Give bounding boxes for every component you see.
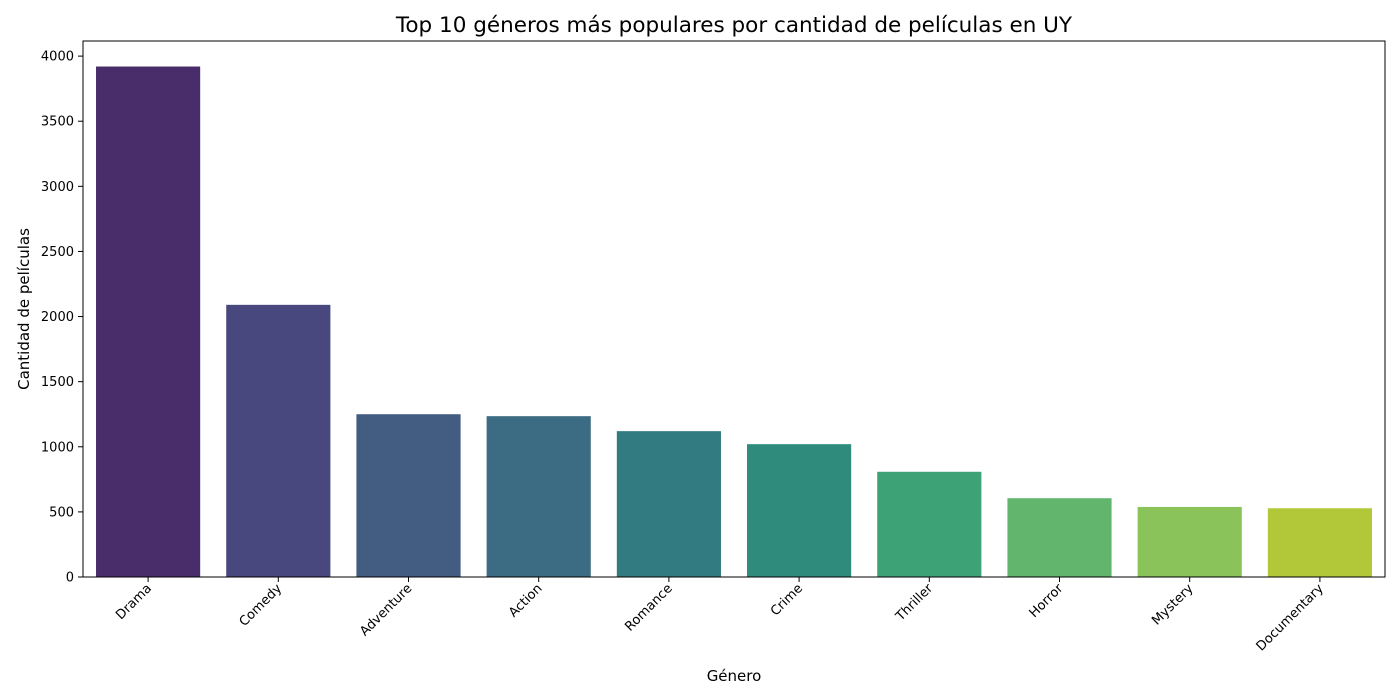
x-tick-label: Romance	[622, 581, 675, 634]
bar-thriller	[877, 471, 982, 577]
bar-action	[486, 416, 591, 577]
bar-romance	[616, 431, 721, 577]
x-tick-label: Action	[506, 581, 545, 620]
y-tick-label: 1000	[41, 440, 74, 455]
bar-mystery	[1137, 506, 1242, 577]
y-tick-label: 2000	[41, 310, 74, 325]
plot-frame	[82, 40, 1386, 578]
x-tick-label: Horror	[1027, 581, 1067, 621]
bar-crime	[747, 444, 852, 577]
x-tick-label: Adventure	[357, 581, 415, 639]
x-tick-label: Mystery	[1149, 581, 1196, 628]
y-tick-label: 500	[49, 505, 74, 520]
bar-drama	[96, 66, 201, 578]
bar-comedy	[226, 304, 331, 577]
y-axis-label: Cantidad de películas	[15, 228, 33, 390]
y-tick-label: 3000	[41, 180, 74, 195]
plot-area: 0 500 1000 1500 2000 2500 3000 3500 4000 Drama Com…	[41, 50, 1372, 654]
x-tick-label: Drama	[113, 581, 155, 623]
y-tick-label: 3500	[41, 115, 74, 130]
y-tick-label: 4000	[41, 50, 74, 65]
bar-adventure	[356, 414, 461, 577]
x-axis-label: Género	[707, 667, 762, 685]
x-tick-label: Documentary	[1254, 581, 1327, 654]
y-tick-label: 1500	[41, 375, 74, 390]
x-tick-label: Thriller	[892, 581, 936, 625]
bar-horror	[1007, 498, 1112, 577]
bar-documentary	[1267, 508, 1372, 577]
y-tick-label: 2500	[41, 245, 74, 260]
chart-title: Top 10 géneros más populares por cantida…	[395, 13, 1073, 38]
x-tick-label: Crime	[768, 581, 806, 619]
y-tick-label: 0	[66, 571, 74, 586]
x-tick-label: Comedy	[237, 581, 286, 630]
